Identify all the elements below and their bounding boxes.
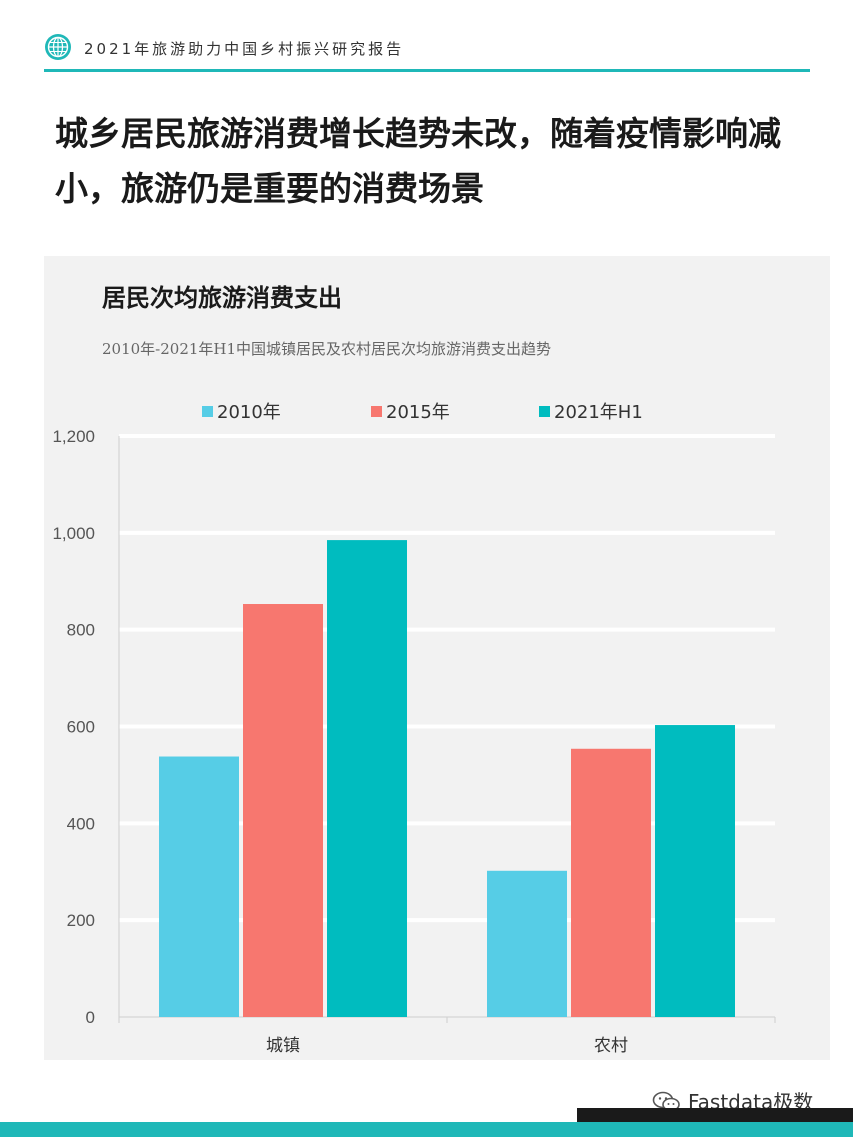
y-tick-label: 200	[67, 911, 95, 930]
bar	[243, 604, 323, 1017]
y-tick-label: 0	[86, 1008, 95, 1027]
wechat-icon	[652, 1091, 680, 1112]
bar	[487, 870, 567, 1017]
bar-chart: 0 200 400 600 800 1,000 1,200 城镇 农村 2010年 2015年 202…	[52, 402, 776, 1056]
legend-label: 2015年	[386, 402, 450, 423]
chart-panel: 居民次均旅游消费支出 2010年-2021年H1中国城镇居民及农村居民次均旅游消…	[44, 256, 830, 1060]
chart-title: 居民次均旅游消费支出	[102, 284, 342, 312]
bar	[571, 748, 651, 1017]
y-tick-label: 600	[67, 718, 95, 737]
bar	[327, 540, 407, 1017]
page-headline: 城乡居民旅游消费增长趋势未改，随着疫情影响减小，旅游仍是重要的消费场景	[55, 114, 781, 208]
report-header: 2021年旅游助力中国乡村振兴研究报告	[44, 33, 810, 73]
legend-label: 2010年	[217, 402, 281, 423]
globe-icon	[45, 34, 71, 60]
legend-label: 2021年H1	[554, 402, 643, 423]
report-title: 2021年旅游助力中国乡村振兴研究报告	[84, 40, 405, 58]
footer-dark-strip	[577, 1108, 853, 1122]
y-tick-label: 1,000	[52, 524, 95, 543]
x-category-label: 城镇	[266, 1036, 300, 1056]
y-tick-label: 800	[67, 621, 95, 640]
header-divider	[44, 69, 810, 72]
legend-swatch	[202, 406, 213, 417]
x-category-label: 农村	[594, 1036, 628, 1056]
bar	[655, 725, 735, 1017]
y-tick-label: 400	[67, 814, 95, 833]
bar	[159, 756, 239, 1017]
legend-swatch	[539, 406, 550, 417]
chart-subtitle: 2010年-2021年H1中国城镇居民及农村居民次均旅游消费支出趋势	[102, 340, 552, 358]
footer-band	[0, 1122, 853, 1137]
y-tick-label: 1,200	[52, 427, 95, 446]
legend-swatch	[371, 406, 382, 417]
